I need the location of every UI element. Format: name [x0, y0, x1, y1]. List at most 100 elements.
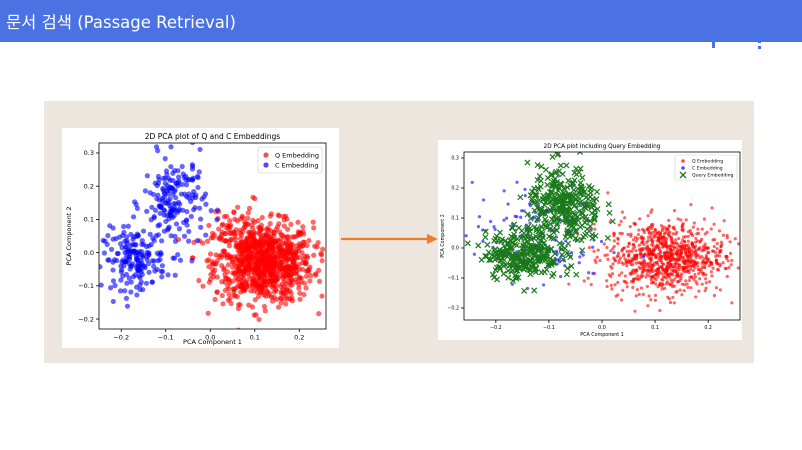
q-embedding-point — [700, 265, 704, 269]
x-tick-label: 0.0 — [205, 334, 215, 342]
c-embedding-point — [158, 268, 164, 274]
query-embedding-point — [593, 196, 600, 203]
legend-label: Query Embedding — [692, 173, 734, 179]
q-embedding-point — [250, 217, 256, 223]
c-embedding-point — [541, 283, 546, 287]
q-embedding-point — [646, 239, 650, 243]
q-embedding-point — [728, 240, 732, 244]
q-embedding-point — [288, 250, 294, 256]
c-embedding-point — [189, 258, 195, 264]
c-embedding-point — [146, 269, 152, 275]
q-embedding-point — [634, 261, 638, 265]
q-embedding-point — [278, 300, 284, 306]
q-embedding-point — [698, 277, 702, 281]
query-embedding-point — [485, 249, 492, 256]
q-embedding-point — [314, 244, 320, 250]
c-embedding-point — [599, 239, 604, 244]
q-embedding-point — [628, 249, 632, 253]
q-embedding-point — [646, 304, 650, 308]
query-embedding-point — [537, 177, 544, 184]
q-embedding-point — [676, 265, 680, 270]
q-embedding-point — [647, 274, 651, 278]
query-embedding-point — [571, 169, 578, 176]
q-embedding-point — [234, 277, 240, 283]
c-embedding-point — [504, 216, 509, 220]
q-embedding-point — [667, 224, 671, 228]
c-embedding-point — [161, 228, 167, 234]
c-embedding-point — [175, 182, 181, 189]
q-embedding-point — [216, 235, 222, 241]
q-embedding-point — [268, 251, 274, 258]
chart-title: 2D PCA plot including Query Embedding — [544, 144, 661, 150]
q-embedding-point — [616, 236, 620, 240]
c-embedding-point — [108, 246, 115, 252]
q-embedding-point — [259, 214, 265, 221]
c-embedding-point — [159, 198, 166, 204]
q-embedding-point — [650, 253, 654, 257]
c-embedding-point — [528, 203, 532, 208]
query-embedding-point — [591, 216, 598, 223]
query-embedding-point — [538, 269, 545, 276]
q-embedding-point — [679, 251, 684, 255]
q-embedding-point — [682, 235, 686, 239]
q-embedding-point — [686, 285, 690, 289]
q-embedding-point — [606, 191, 610, 195]
c-embedding-point — [117, 288, 124, 294]
pca-plot-query: −0.2 −0.1 0.0 0.1 0.2 0.3 0.2 0.1 0.0 −0.1 −0.2 2D … — [438, 140, 742, 340]
decor-dot — [712, 40, 715, 48]
x-axis-label: PCA Component 1 — [580, 332, 623, 338]
query-embedding-point — [589, 231, 596, 238]
q-embedding-point — [676, 249, 680, 254]
q-embedding-point — [249, 222, 255, 228]
c-embedding-point — [135, 232, 141, 238]
q-embedding-point — [672, 252, 676, 256]
q-embedding-point — [661, 278, 665, 282]
c-embedding-point — [165, 272, 171, 278]
q-embedding-point — [637, 265, 641, 269]
q-embedding-point — [281, 255, 287, 261]
query-embedding-point — [507, 245, 514, 252]
q-embedding-point — [616, 280, 620, 285]
y-tick-label: 0.2 — [451, 186, 459, 192]
c-embedding-point — [167, 209, 173, 215]
q-embedding-point — [696, 264, 700, 268]
q-embedding-point — [694, 295, 698, 299]
query-embedding-point — [573, 196, 580, 203]
decorative-dots — [712, 40, 772, 50]
q-embedding-point — [679, 272, 684, 276]
q-embedding-point — [616, 251, 620, 255]
query-embedding-point — [576, 208, 583, 215]
c-embedding-point — [130, 236, 136, 242]
q-embedding-point — [656, 252, 660, 256]
c-embedding-point — [172, 233, 178, 239]
q-embedding-point — [261, 303, 268, 310]
q-embedding-point — [288, 277, 295, 283]
q-embedding-point — [265, 278, 271, 284]
q-embedding-point — [725, 236, 729, 240]
q-embedding-point — [634, 249, 638, 253]
q-embedding-point — [667, 251, 672, 255]
query-embedding-point — [561, 186, 568, 193]
q-embedding-point — [712, 222, 716, 226]
query-embedding-point — [483, 253, 490, 260]
q-embedding-point — [251, 229, 257, 235]
query-embedding-point — [507, 261, 514, 269]
decor-dot — [758, 46, 761, 49]
q-embedding-point — [616, 254, 620, 258]
q-embedding-point — [634, 294, 638, 298]
query-embedding-point — [530, 234, 537, 241]
c-embedding-point — [138, 279, 144, 285]
q-embedding-point — [631, 285, 635, 290]
c-embedding-point — [641, 255, 646, 259]
q-embedding-point — [297, 275, 303, 281]
q-embedding-point — [703, 242, 707, 246]
q-embedding-point — [704, 273, 708, 277]
c-embedding-point — [130, 274, 137, 280]
q-embedding-point — [656, 275, 660, 279]
q-embedding-point — [241, 286, 248, 292]
c-embedding-point — [203, 232, 209, 238]
q-embedding-point — [726, 259, 730, 263]
q-embedding-point — [261, 278, 268, 284]
q-embedding-point — [668, 300, 673, 305]
query-embedding-point — [542, 166, 549, 173]
